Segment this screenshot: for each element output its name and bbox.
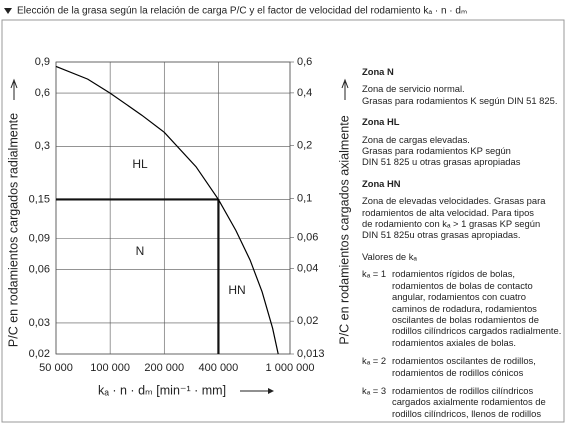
y-tick-label: 0,9: [35, 56, 50, 68]
ka-lines: rodamientos rígidos de bolas, rodamientos…: [392, 268, 561, 348]
ka-text: rodamientos rígidos de bolas,: [392, 268, 515, 280]
plot-frame: [55, 61, 291, 355]
y-tick-label: 0,02: [29, 348, 50, 360]
zone-text: DIN 51 825 u otras grasas apropiadas: [362, 156, 521, 168]
ka-text: rodamientos oscilantes de rodillos,: [392, 355, 536, 367]
zone-label: HN: [228, 283, 245, 297]
x-tick-label: 100 000: [90, 362, 130, 374]
zone-text: Grasas para rodamientos K según DIN 51 8…: [362, 94, 558, 106]
ka-key: kₐ = 2: [362, 355, 387, 367]
x-axis-label: kₐ · n · dₘ [min⁻¹ · mm]: [98, 383, 226, 397]
toggle-icon: [4, 8, 12, 14]
ka-text: rodamientos de rodillos cilíndricos: [392, 384, 534, 396]
x-tick-label: 400 000: [199, 362, 239, 374]
zone-text: Zona de cargas elevadas.: [362, 133, 470, 145]
zone-text: Zona de servicio normal.: [362, 83, 465, 95]
y2-tick-label: 0,02: [297, 315, 318, 327]
y2-tick-label: 0,4: [297, 87, 312, 99]
frame: [1, 19, 565, 423]
ka-item: kₐ = 3 rodamientos de rodillos cilíndrico…: [362, 385, 562, 419]
zone-text: Zona de elevadas velocidades. Grasas par…: [362, 195, 546, 207]
ka-text: rodamientos de rodillos cónicos: [392, 366, 524, 378]
x-tick-label: 1 000 000: [266, 362, 315, 374]
y-tick-label: 0,3: [35, 140, 50, 152]
ka-text: angular, rodamientos con cuatro: [392, 291, 526, 303]
y-tick-label: 0,15: [29, 193, 50, 205]
y-tick-label: 0,6: [35, 87, 50, 99]
zone-text: rodamientos de alta velocidad. Para tipo…: [362, 206, 534, 218]
x-arrow-head: [268, 388, 274, 394]
zone-heading: Zona N: [362, 66, 394, 77]
y2-tick-label: 0,1: [297, 192, 312, 204]
y2-tick-label: 0,04: [297, 262, 318, 274]
zone-text: DIN 51 825u otras grasas apropiadas.: [362, 229, 521, 241]
zone-heading: Zona HN: [362, 177, 401, 189]
ka-text: cargados axialmente rodamientos de: [392, 396, 546, 408]
zone-text: Grasas para rodamientos KP según: [362, 145, 511, 157]
ka-key: kₐ = 3: [362, 384, 387, 396]
y-axis-label: P/C en rodamientos cargados radialmente: [6, 113, 20, 347]
zone-section: Zona HL Zona de cargas elevadas. Grasas pa…: [362, 116, 562, 168]
y-tick-label: 0,03: [29, 317, 50, 329]
y-tick-label: 0,06: [29, 264, 50, 276]
y2-tick-label: 0,06: [297, 231, 318, 243]
y2-axis-label: P/C en rodamientos cargados axialmente: [337, 115, 351, 344]
chart-title: Elección de la grasa según la relación d…: [17, 6, 467, 17]
ka-text: rodillos cilíndricos, llenos de rodillos: [392, 407, 542, 419]
curve: [55, 65, 279, 355]
zone-section: Zona N Zona de servicio normal. Grasas par…: [362, 66, 562, 106]
ka-item: kₐ = 1 rodamientos rígidos de bolas, rodam…: [362, 268, 562, 348]
x-tick-label: 50 000: [39, 362, 73, 374]
zone-section: Zona HN Zona de elevadas velocidades. Gra…: [362, 178, 562, 241]
y2-arrow: [341, 78, 349, 100]
ka-lines: rodamientos de rodillos cilíndricos carga…: [392, 385, 546, 419]
y2-tick-label: 0,013: [297, 348, 325, 360]
ka-text: oscilantes de bolas rodamientos de: [392, 313, 539, 325]
legend-panel: Zona N Zona de servicio normal. Grasas par…: [362, 66, 562, 425]
zone-label: HL: [132, 157, 148, 171]
zone-heading: Zona HL: [362, 116, 400, 128]
x-tick-label: 200 000: [144, 362, 184, 374]
ka-text: rodamientos de bolas de contacto: [392, 279, 533, 291]
ka-text: rodillos cilíndricos cargados radialment…: [392, 325, 562, 337]
ka-title: Valores de kₐ: [362, 250, 417, 262]
y2-tick-label: 0,2: [297, 140, 312, 152]
zone-text: de rodamiento con kₐ > 1 grasas KP según: [362, 218, 541, 230]
ka-key: kₐ = 1: [362, 268, 387, 280]
ka-lines: rodamientos oscilantes de rodillos, rodam…: [392, 355, 536, 378]
y-tick-label: 0,09: [29, 233, 50, 245]
ka-text: rodamientos axiales de bolas.: [392, 336, 517, 348]
ka-item: kₐ = 2 rodamientos oscilantes de rodillos…: [362, 355, 562, 378]
zone-label: N: [136, 244, 145, 258]
y-arrow: [10, 78, 18, 100]
ka-text: caminos de rodadura, rodamientos: [392, 302, 537, 314]
y2-tick-label: 0,6: [297, 56, 312, 68]
